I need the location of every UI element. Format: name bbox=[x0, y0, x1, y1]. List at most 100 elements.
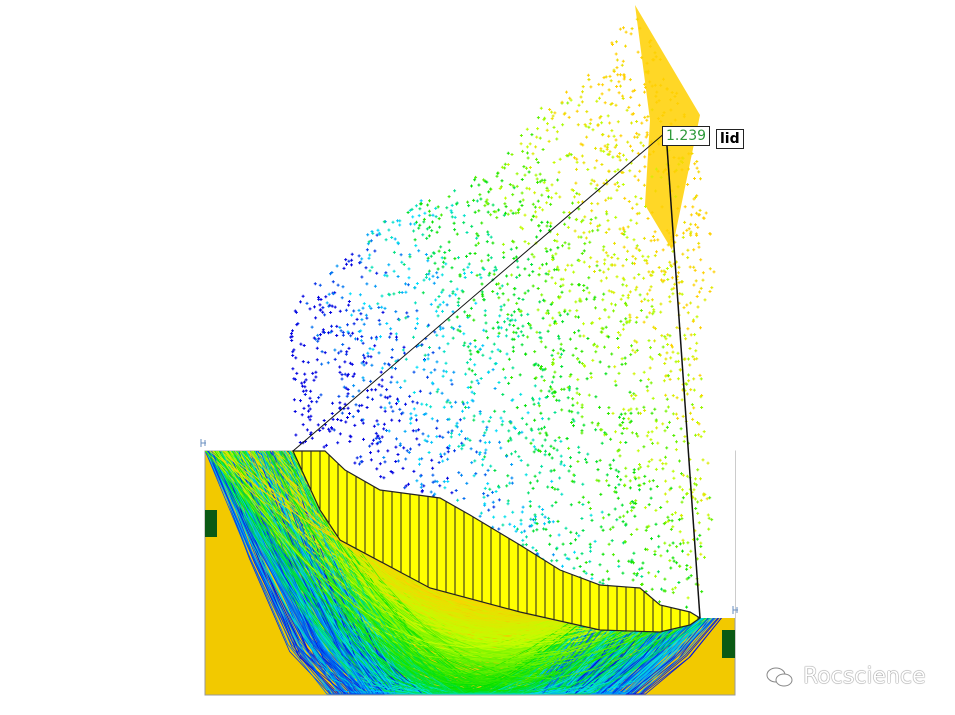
slip-center-point bbox=[524, 473, 528, 477]
slip-center-point bbox=[377, 231, 381, 235]
slip-center-point bbox=[649, 285, 653, 289]
slip-center-point bbox=[294, 433, 298, 437]
slip-center-point bbox=[411, 429, 415, 433]
slip-center-point bbox=[531, 270, 535, 274]
slip-center-point bbox=[302, 344, 306, 347]
slip-center-point bbox=[303, 385, 307, 389]
slip-center-point bbox=[417, 457, 421, 461]
slip-center-point bbox=[514, 211, 518, 215]
slip-center-point bbox=[347, 303, 351, 307]
slip-center-point bbox=[578, 392, 581, 396]
slip-center-point bbox=[474, 301, 478, 305]
slip-center-point bbox=[393, 237, 397, 241]
slip-center-point bbox=[443, 256, 447, 260]
slip-center-point bbox=[431, 480, 435, 484]
slip-center-point bbox=[681, 473, 685, 477]
slip-center-point bbox=[367, 256, 371, 260]
slip-center-point bbox=[500, 165, 504, 169]
slip-center-point bbox=[693, 162, 697, 166]
slip-center-point bbox=[431, 213, 435, 217]
slip-center-point bbox=[637, 567, 641, 571]
slip-center-point bbox=[434, 215, 438, 219]
slip-center-point bbox=[652, 308, 656, 312]
slip-center-point bbox=[448, 294, 452, 298]
slip-center-point bbox=[595, 478, 599, 482]
slip-center-point bbox=[310, 400, 314, 404]
slip-center-point bbox=[582, 249, 586, 253]
slip-center-point bbox=[333, 348, 337, 352]
slip-center-point bbox=[696, 468, 700, 472]
slip-center-point bbox=[519, 330, 523, 334]
slip-center-point bbox=[563, 310, 567, 314]
slip-center-point bbox=[559, 375, 563, 379]
slip-center-point bbox=[361, 341, 365, 345]
slip-center-point bbox=[681, 488, 684, 492]
slip-center-point bbox=[668, 260, 672, 264]
slip-center-point bbox=[678, 530, 682, 534]
slip-center-point bbox=[584, 457, 587, 461]
slip-center-point bbox=[505, 454, 509, 458]
slip-center-point bbox=[601, 248, 605, 252]
slip-center-point bbox=[593, 539, 597, 543]
slip-center-point bbox=[597, 189, 601, 193]
slip-center-point bbox=[508, 183, 512, 186]
slope-limit-marker-left bbox=[200, 439, 206, 447]
slip-center-point bbox=[519, 518, 523, 522]
slip-center-point bbox=[346, 406, 350, 410]
slip-center-point bbox=[566, 225, 570, 229]
slip-center-point bbox=[515, 275, 519, 279]
slip-center-point bbox=[646, 255, 650, 259]
slip-center-point bbox=[689, 213, 693, 217]
slip-center-point bbox=[652, 325, 656, 329]
slip-center-point bbox=[533, 517, 537, 521]
slip-center-point bbox=[589, 256, 593, 260]
slip-center-point bbox=[644, 205, 647, 208]
slip-center-point bbox=[341, 285, 345, 289]
slip-center-point bbox=[450, 382, 454, 386]
slip-center-point bbox=[639, 379, 643, 383]
slip-center-point bbox=[653, 51, 657, 55]
slip-center-point bbox=[500, 284, 504, 288]
slip-center-point bbox=[686, 553, 690, 557]
slip-center-point bbox=[662, 589, 666, 593]
slip-center-point bbox=[669, 527, 673, 531]
slip-center-point bbox=[620, 362, 624, 366]
slip-center-point bbox=[422, 484, 426, 488]
slip-center-point bbox=[323, 313, 327, 317]
slip-center-point bbox=[308, 307, 312, 311]
slip-center-point bbox=[577, 329, 581, 333]
slip-center-point bbox=[548, 323, 552, 327]
slip-center-point bbox=[476, 234, 480, 238]
slip-center-point bbox=[365, 316, 369, 320]
slip-center-point bbox=[545, 201, 549, 205]
slip-center-point bbox=[510, 376, 514, 379]
slip-center-point bbox=[599, 279, 603, 283]
slip-center-point bbox=[346, 388, 350, 391]
slip-surface bbox=[215, 451, 721, 671]
slip-center-point bbox=[538, 180, 542, 184]
slip-center-point bbox=[465, 481, 469, 485]
slip-center-point bbox=[636, 449, 640, 453]
slip-center-point bbox=[483, 451, 487, 455]
slip-center-point bbox=[673, 282, 677, 286]
slip-center-point bbox=[378, 462, 382, 466]
slip-center-point bbox=[650, 411, 654, 415]
slip-center-point bbox=[689, 333, 693, 337]
slip-center-point bbox=[534, 447, 538, 451]
slip-center-point bbox=[454, 489, 458, 492]
slip-center-point bbox=[697, 433, 701, 437]
slip-center-point bbox=[584, 561, 588, 564]
slip-center-point bbox=[669, 486, 673, 490]
slip-center-point bbox=[528, 481, 532, 485]
slip-center-point bbox=[390, 356, 394, 359]
slip-center-point bbox=[606, 267, 610, 271]
slip-center-point bbox=[601, 327, 605, 331]
slip-center-point bbox=[298, 441, 302, 444]
slip-center-point bbox=[511, 398, 515, 402]
slip-center-point bbox=[479, 197, 483, 201]
slip-center-point bbox=[607, 227, 611, 231]
slip-center-point bbox=[623, 356, 627, 360]
slip-center-point bbox=[411, 400, 415, 404]
slip-center-point bbox=[607, 577, 611, 581]
slip-center-point bbox=[654, 467, 658, 471]
